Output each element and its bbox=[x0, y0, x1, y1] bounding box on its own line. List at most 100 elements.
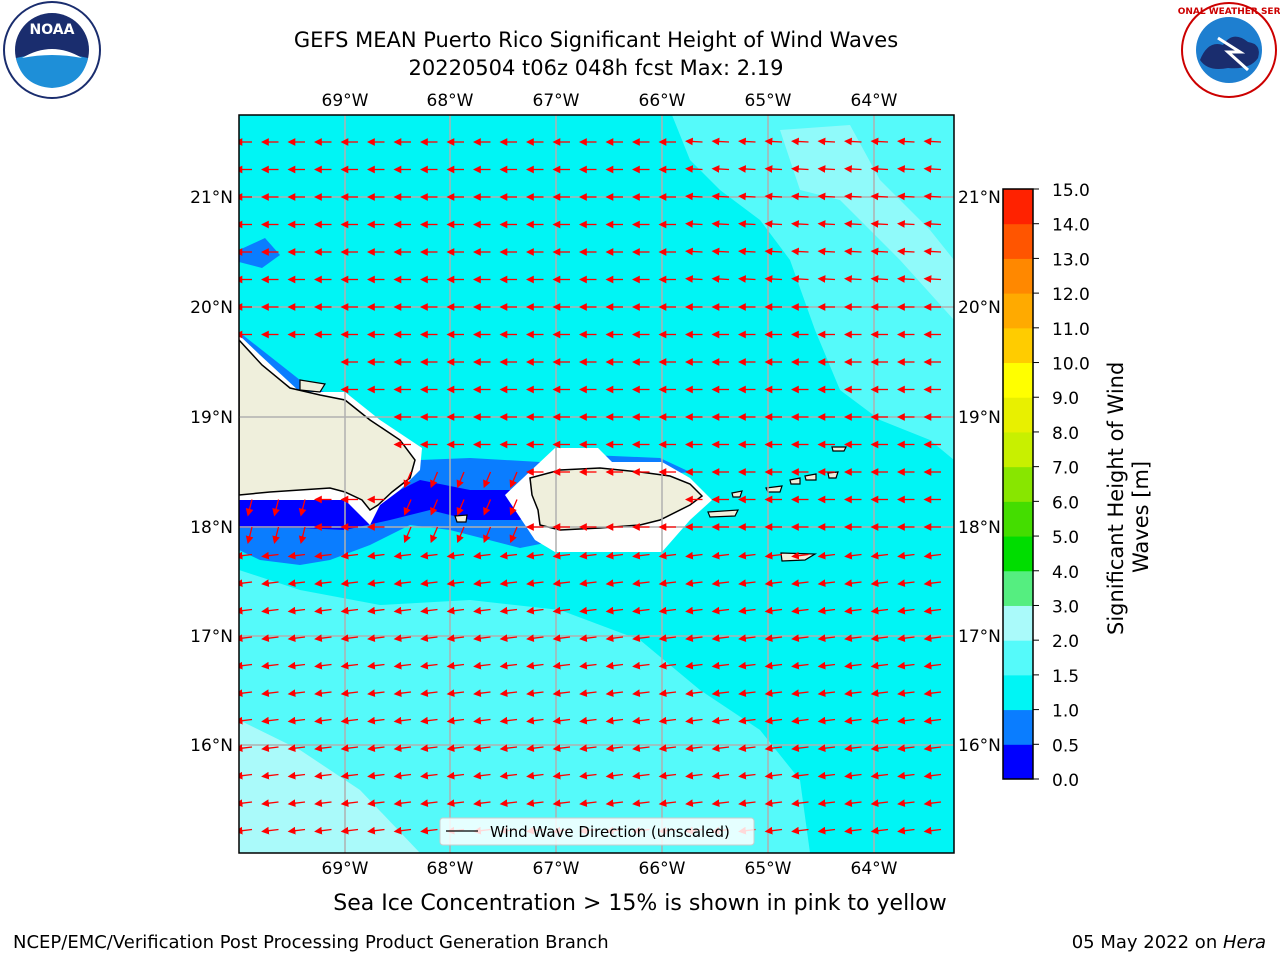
wind-arrow bbox=[526, 716, 544, 725]
wind-arrow bbox=[473, 579, 491, 588]
wind-arrow bbox=[711, 606, 730, 615]
wind-arrow bbox=[923, 661, 942, 670]
colorbar-bin bbox=[1003, 536, 1033, 572]
wind-arrow bbox=[403, 471, 412, 489]
wind-arrow bbox=[844, 220, 862, 228]
wind-arrow bbox=[897, 192, 915, 201]
wind-arrow bbox=[473, 771, 491, 780]
wind-arrow bbox=[870, 744, 889, 753]
wind-arrow bbox=[261, 661, 279, 670]
colorbar-bin bbox=[1003, 709, 1033, 745]
wind-arrow bbox=[509, 471, 518, 489]
wind-arrow bbox=[314, 579, 332, 588]
wind-arrow bbox=[499, 634, 518, 643]
wind-arrow bbox=[393, 771, 412, 780]
wind-arrow bbox=[473, 716, 491, 725]
wind-arrow bbox=[367, 551, 385, 560]
wind-arrow bbox=[473, 551, 491, 560]
wind-arrow bbox=[923, 689, 942, 698]
axis-tick-labels: 69°W 69°W 68°W 68°W 67°W 67°W 66°W 66°W 65°W 65°W… bbox=[190, 91, 1001, 879]
wind-arrow bbox=[817, 744, 836, 753]
colorbar-label-line2: Waves [m] bbox=[1129, 461, 1153, 573]
wind-arrow bbox=[711, 551, 730, 560]
colorbar-bin bbox=[1003, 466, 1033, 502]
wind-arrow bbox=[711, 165, 730, 173]
colorbar-tick-label: 11.0 bbox=[1052, 320, 1090, 340]
wind-arrow bbox=[499, 661, 518, 670]
wind-arrow bbox=[897, 165, 915, 173]
wind-arrow bbox=[791, 661, 809, 670]
wind-arrow bbox=[261, 744, 279, 753]
colorbar-bin bbox=[1003, 327, 1033, 364]
wind-arrow bbox=[473, 661, 491, 670]
wind-arrow bbox=[239, 799, 253, 808]
wind-arrow bbox=[367, 771, 385, 780]
mona-island bbox=[454, 514, 468, 523]
wind-arrow bbox=[685, 744, 703, 753]
colorbar-tick-label: 8.0 bbox=[1052, 424, 1079, 444]
wind-arrow bbox=[499, 579, 518, 588]
wind-arrow bbox=[526, 634, 544, 643]
virgin-islands bbox=[765, 446, 847, 493]
wind-arrow bbox=[287, 579, 306, 588]
wind-arrow bbox=[314, 771, 332, 780]
wind-arrow bbox=[791, 826, 809, 835]
wind-arrow bbox=[897, 220, 915, 228]
lon-tick-bottom: 68°W bbox=[427, 859, 474, 879]
wind-arrow bbox=[456, 526, 465, 544]
wind-arrow bbox=[298, 526, 307, 544]
wind-arrow bbox=[552, 606, 571, 615]
map-area: Wind Wave Direction (unscaled) bbox=[239, 115, 954, 853]
wind-arrow bbox=[632, 661, 650, 670]
wind-arrow bbox=[791, 744, 809, 753]
wind-arrow bbox=[314, 826, 332, 835]
wind-arrow bbox=[764, 661, 783, 670]
wind-arrow bbox=[340, 579, 359, 588]
wind-arrow bbox=[658, 661, 677, 670]
wind-arrow bbox=[791, 579, 809, 588]
wind-arrow bbox=[261, 716, 279, 725]
wind-arrow bbox=[923, 771, 942, 780]
wind-arrow bbox=[499, 799, 518, 808]
lat-tick-right: 16°N bbox=[958, 736, 1001, 756]
wind-arrow bbox=[844, 716, 862, 725]
wind-arrow bbox=[791, 634, 809, 643]
wind-arrow bbox=[711, 689, 730, 698]
map-frame bbox=[238, 114, 955, 854]
wind-arrow bbox=[685, 165, 703, 173]
wind-arrow bbox=[897, 689, 915, 698]
wind-arrow bbox=[897, 551, 915, 560]
wind-arrow bbox=[367, 716, 385, 725]
wind-arrow bbox=[509, 499, 518, 516]
wind-arrow bbox=[579, 744, 597, 753]
wind-arrow bbox=[791, 192, 809, 201]
wind-arrow bbox=[870, 192, 889, 201]
wind-arrow bbox=[403, 526, 412, 544]
wind-arrow bbox=[764, 220, 783, 228]
wind-arrow bbox=[870, 661, 889, 670]
wind-arrow bbox=[764, 606, 783, 615]
wind-arrow bbox=[764, 275, 783, 283]
wind-arrow bbox=[738, 137, 756, 146]
wind-arrow bbox=[314, 689, 332, 698]
wind-arrow bbox=[817, 826, 836, 835]
wind-arrow bbox=[340, 634, 359, 643]
wind-arrow bbox=[738, 192, 756, 201]
wind-arrow bbox=[817, 799, 836, 808]
wind-arrow bbox=[552, 716, 571, 725]
wind-arrow bbox=[817, 165, 836, 173]
wind-arrow bbox=[685, 771, 703, 780]
wind-arrow bbox=[632, 606, 650, 615]
lon-tick-top: 67°W bbox=[533, 91, 580, 111]
wind-arrow bbox=[446, 551, 465, 560]
wind-arrow bbox=[923, 165, 942, 173]
wind-arrow bbox=[791, 551, 809, 560]
wind-arrow bbox=[685, 799, 703, 808]
wind-arrow bbox=[605, 579, 624, 588]
colorbar-tick-label: 13.0 bbox=[1052, 250, 1090, 270]
footer-date-text: 05 May 2022 on bbox=[1071, 932, 1223, 953]
wind-arrow bbox=[552, 689, 571, 698]
wind-arrow bbox=[685, 192, 703, 201]
wind-arrow bbox=[897, 634, 915, 643]
